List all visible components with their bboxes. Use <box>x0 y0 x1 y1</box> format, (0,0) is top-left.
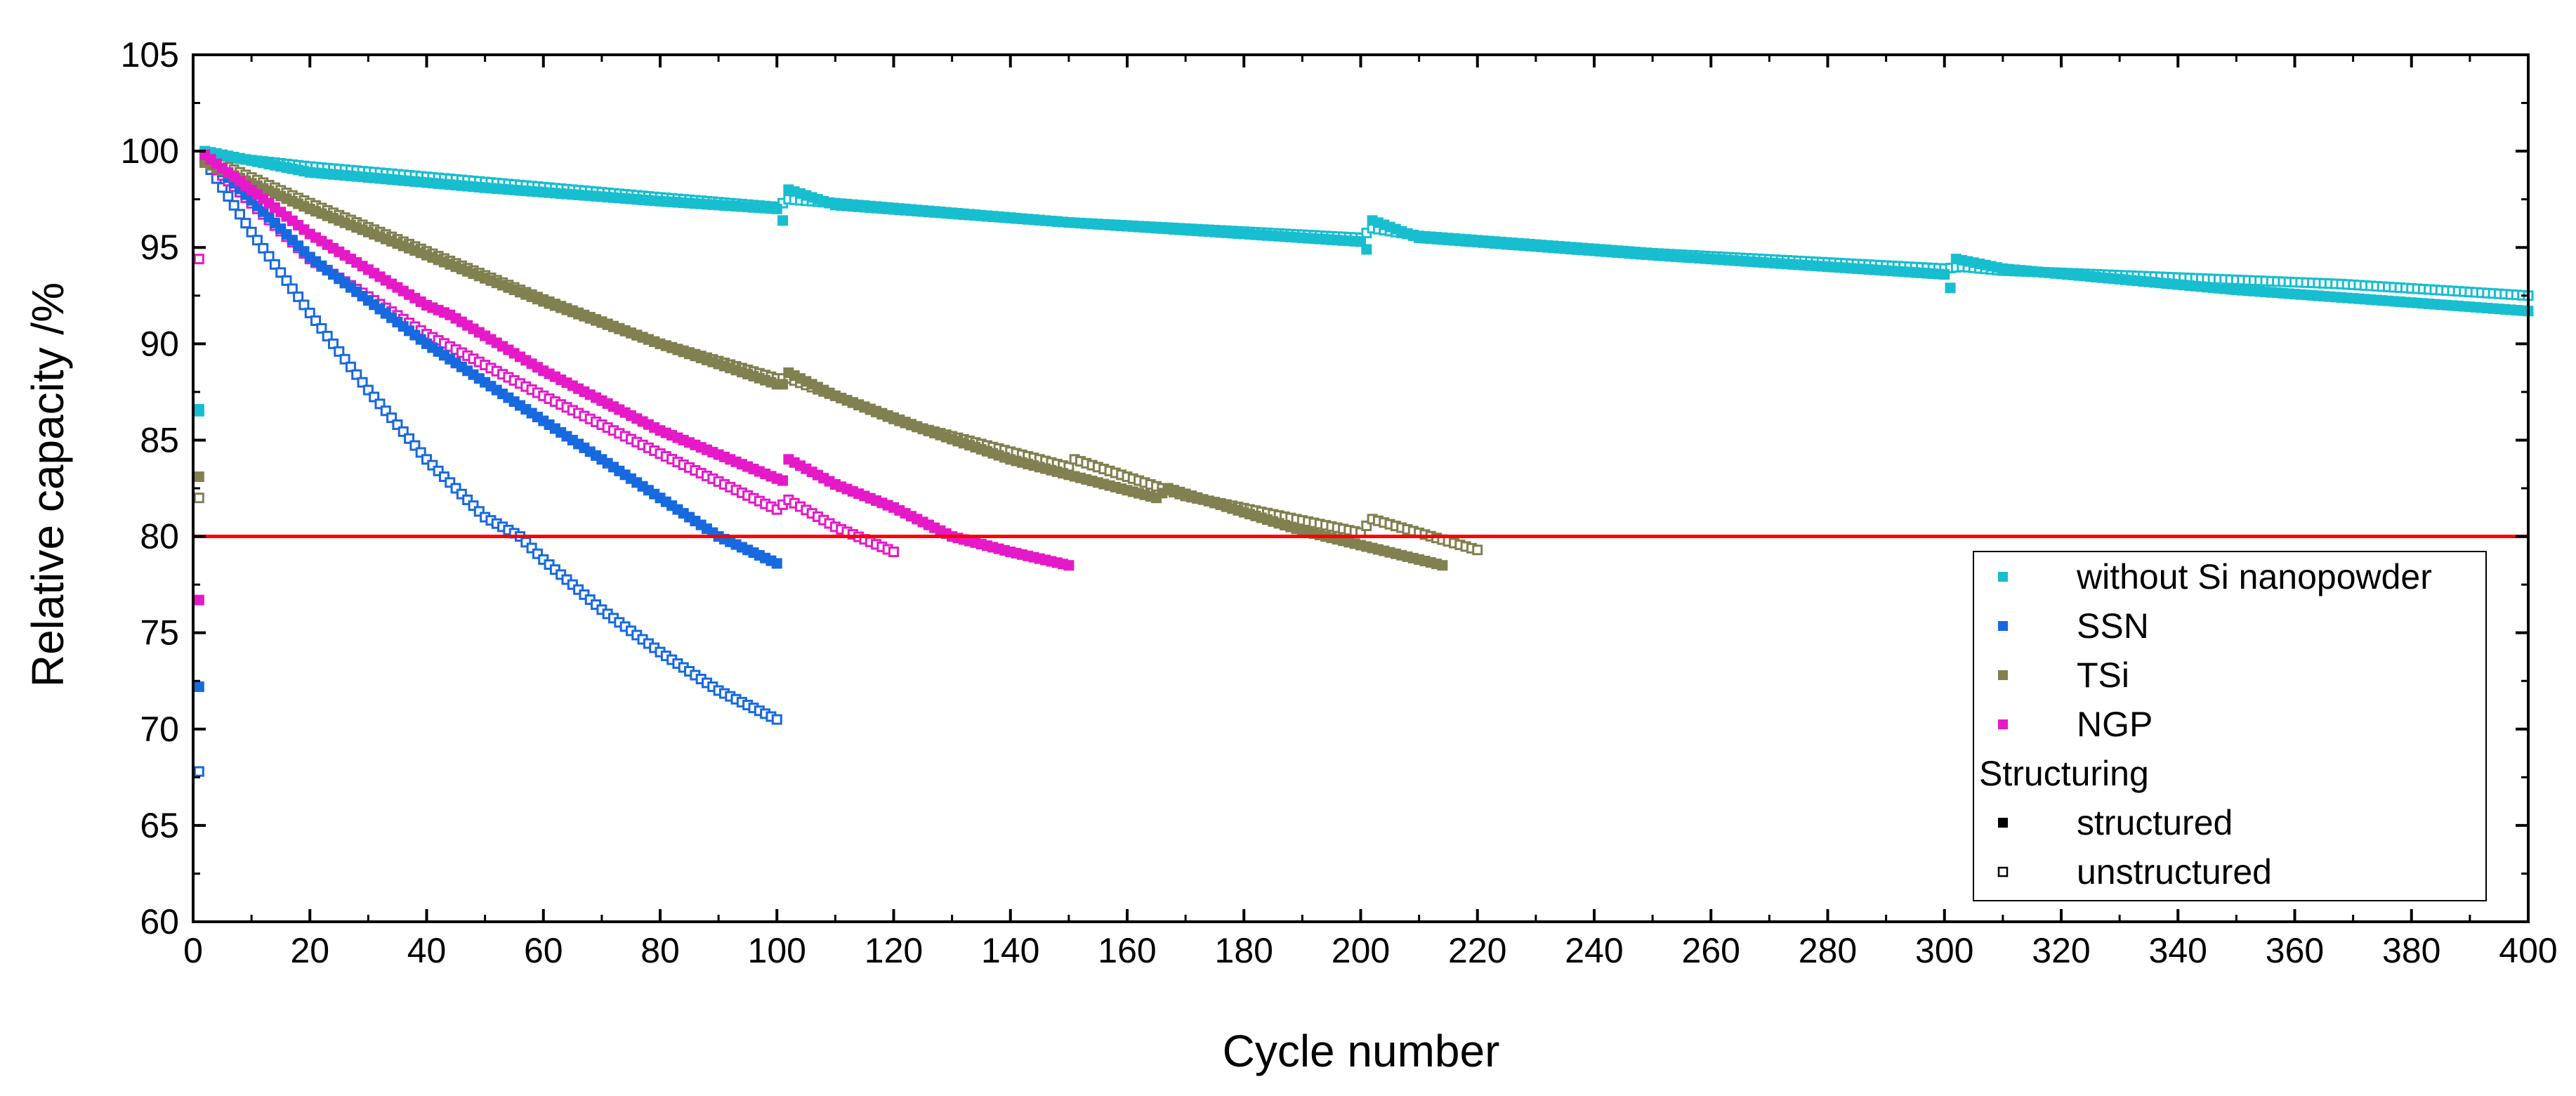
legend-marker <box>1998 719 2008 729</box>
data-point <box>771 558 782 569</box>
x-tick-label: 60 <box>524 931 563 970</box>
legend-structuring-title: Structuring <box>1979 754 2149 793</box>
x-tick-label: 160 <box>1098 931 1156 970</box>
data-point <box>223 191 234 202</box>
y-tick-label: 80 <box>140 517 179 556</box>
data-point <box>1437 560 1448 571</box>
x-tick-label: 120 <box>865 931 923 970</box>
data-point <box>345 361 356 372</box>
axes: 0 20 40 60 80 100 120 140 160 180 200 220 240 260 280 3… <box>121 35 2558 970</box>
data-point <box>235 209 245 220</box>
x-tick-label: 240 <box>1565 931 1623 970</box>
data-markers <box>193 145 2534 777</box>
data-point <box>240 218 251 229</box>
data-point <box>193 254 204 265</box>
data-point <box>310 315 322 326</box>
data-point <box>316 322 327 334</box>
data-point <box>298 299 310 311</box>
y-tick-label: 75 <box>140 613 179 653</box>
data-point <box>339 353 350 365</box>
x-tick-label: 220 <box>1448 931 1506 970</box>
data-point <box>771 203 782 214</box>
data-point <box>193 404 204 415</box>
data-point <box>888 546 899 557</box>
x-tick-label: 260 <box>1682 931 1740 970</box>
data-point <box>777 379 789 390</box>
data-point <box>263 251 275 262</box>
x-tick-label: 300 <box>1915 931 1973 970</box>
y-tick-label: 60 <box>140 902 179 941</box>
data-point <box>322 330 333 341</box>
x-tick-label: 0 <box>183 931 203 970</box>
legend-label: SSN <box>2077 606 2149 646</box>
data-point <box>1063 560 1075 571</box>
x-axis-label: Cycle number <box>1223 1026 1500 1076</box>
data-point <box>1361 244 1372 255</box>
data-point <box>258 242 269 254</box>
y-tick-label: 90 <box>140 324 179 363</box>
data-point <box>281 275 292 286</box>
legend-marker-unstructured <box>1997 866 2009 878</box>
data-point <box>304 307 315 318</box>
x-tick-label: 200 <box>1332 931 1390 970</box>
data-point <box>328 338 339 349</box>
data-point <box>251 235 263 246</box>
y-tick-label: 100 <box>121 131 179 171</box>
legend-label: without Si nanopowder <box>2076 557 2432 596</box>
y-tick-label: 65 <box>140 806 179 845</box>
data-point <box>193 492 204 504</box>
x-tick-label: 360 <box>2266 931 2324 970</box>
legend: without Si nanopowder SSN TSi NGP Structurin… <box>1973 551 2487 901</box>
data-point <box>777 475 789 486</box>
legend-label: TSi <box>2077 655 2129 695</box>
x-tick-label: 380 <box>2382 931 2440 970</box>
legend-marker-structured <box>1998 818 2008 828</box>
y-axis-label: Relative capacity /% <box>22 282 73 687</box>
x-tick-label: 320 <box>2032 931 2090 970</box>
data-point <box>193 594 204 606</box>
legend-label-unstructured: unstructured <box>2077 852 2272 892</box>
series-tsi-structured <box>193 157 1448 571</box>
data-point <box>351 369 362 380</box>
legend-marker <box>1998 621 2008 631</box>
x-tick-label: 140 <box>981 931 1039 970</box>
data-point <box>357 377 368 388</box>
data-point <box>1945 282 1956 294</box>
x-tick-label: 280 <box>1799 931 1857 970</box>
y-tick-label: 70 <box>140 710 179 749</box>
data-point <box>334 346 345 357</box>
data-point <box>1472 544 1483 556</box>
x-tick-label: 400 <box>2499 931 2557 970</box>
data-point <box>771 714 782 725</box>
data-point <box>1939 269 1950 280</box>
data-point <box>777 215 789 226</box>
x-tick-label: 180 <box>1215 931 1273 970</box>
x-tick-label: 20 <box>290 931 329 970</box>
data-point <box>193 471 204 483</box>
x-tick-label: 340 <box>2149 931 2207 970</box>
data-point <box>193 681 204 692</box>
y-tick-label: 95 <box>140 228 179 267</box>
y-tick-label: 85 <box>140 420 179 459</box>
x-tick-label: 80 <box>640 931 680 970</box>
legend-label-structured: structured <box>2077 803 2233 842</box>
data-point <box>269 259 280 270</box>
data-point <box>228 200 239 211</box>
series-ssn-unstructured <box>193 155 782 777</box>
series-ngp-structured <box>193 150 1075 606</box>
data-point <box>275 267 287 278</box>
legend-marker <box>1998 572 2008 582</box>
data-point <box>293 291 304 302</box>
data-point <box>287 283 298 294</box>
legend-marker <box>1998 670 2008 680</box>
x-tick-label: 40 <box>407 931 447 970</box>
data-point <box>246 226 257 237</box>
x-tick-label: 100 <box>748 931 806 970</box>
data-point <box>193 766 204 777</box>
legend-label: NGP <box>2077 705 2153 744</box>
legend-box <box>1973 551 2487 901</box>
y-tick-label: 105 <box>121 35 179 74</box>
series-without-si-nanopowder-structured <box>193 145 2534 415</box>
